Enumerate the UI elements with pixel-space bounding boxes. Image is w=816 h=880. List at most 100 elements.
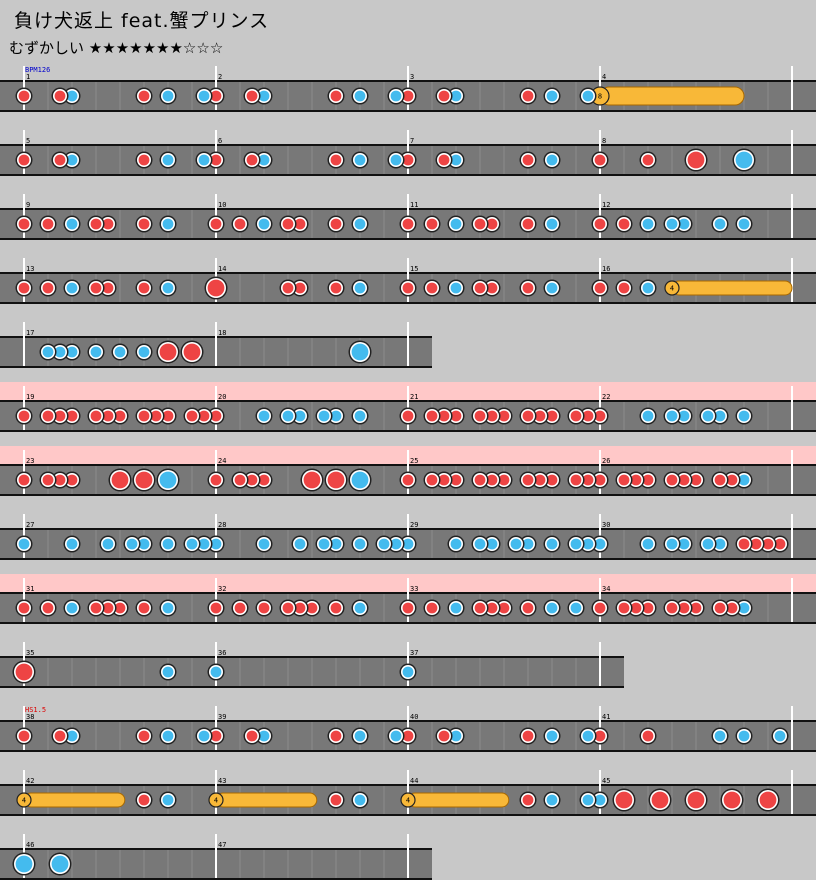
don-note <box>591 599 609 617</box>
note-face <box>678 218 690 230</box>
ka-note <box>447 151 465 169</box>
don-note <box>135 151 153 169</box>
don-note <box>423 279 441 297</box>
ka-note <box>351 791 369 809</box>
don-note <box>615 215 633 233</box>
don-note <box>675 471 693 489</box>
note-face <box>450 218 462 230</box>
note-face <box>210 730 222 742</box>
don-note <box>615 599 633 617</box>
note-face <box>759 791 777 809</box>
don-note <box>627 471 645 489</box>
ka-note <box>63 599 81 617</box>
bar-number: 7 <box>410 137 414 145</box>
ka-note <box>291 407 309 425</box>
note-face <box>522 474 534 486</box>
note-face <box>438 410 450 422</box>
don-note <box>543 471 561 489</box>
don-note <box>207 727 225 745</box>
bar-number: 12 <box>602 201 610 209</box>
note-face <box>594 218 606 230</box>
ka-note <box>159 535 177 553</box>
ka-note <box>675 215 693 233</box>
don-note <box>423 599 441 617</box>
note-face <box>351 343 369 361</box>
don-note <box>483 279 501 297</box>
note-face <box>522 602 534 614</box>
note-face <box>450 90 462 102</box>
don-note <box>135 87 153 105</box>
bar-number: 31 <box>26 585 34 593</box>
don-note <box>591 151 609 169</box>
ka-note <box>387 87 405 105</box>
don-note <box>519 151 537 169</box>
ka-note <box>543 87 561 105</box>
note-face <box>210 410 222 422</box>
note-face <box>66 730 78 742</box>
ka-note <box>351 407 369 425</box>
note-face <box>402 154 414 166</box>
don-note <box>591 279 609 297</box>
note-face <box>18 474 30 486</box>
note-face <box>258 602 270 614</box>
note-face <box>294 410 306 422</box>
note-face <box>42 282 54 294</box>
drumroll-head <box>208 792 224 808</box>
note-face <box>258 474 270 486</box>
don-note <box>51 727 69 745</box>
big-don-note <box>132 468 156 492</box>
note-face <box>522 410 534 422</box>
ka-note <box>351 279 369 297</box>
note-face <box>546 282 558 294</box>
bar-number: 45 <box>602 777 610 785</box>
note-face <box>402 474 414 486</box>
ka-note <box>543 279 561 297</box>
note-face <box>714 218 726 230</box>
note-face <box>618 282 630 294</box>
don-note <box>243 151 261 169</box>
don-note <box>39 215 57 233</box>
don-note <box>327 791 345 809</box>
ka-note <box>195 87 213 105</box>
note-face <box>450 474 462 486</box>
note-face <box>138 90 150 102</box>
note-face <box>330 410 342 422</box>
note-face <box>450 410 462 422</box>
ka-note <box>711 535 729 553</box>
note-face <box>762 538 774 550</box>
ka-note <box>63 727 81 745</box>
don-note <box>519 471 537 489</box>
ka-note <box>399 663 417 681</box>
note-face <box>210 90 222 102</box>
drumroll-count: 4 <box>670 285 674 293</box>
ka-note <box>519 535 537 553</box>
don-note <box>99 279 117 297</box>
note-face <box>162 90 174 102</box>
don-note <box>303 599 321 617</box>
ka-note <box>255 151 273 169</box>
bar-number: 40 <box>410 713 418 721</box>
note-face <box>438 730 450 742</box>
note-face <box>294 282 306 294</box>
bar-number: 29 <box>410 521 418 529</box>
big-ka-note <box>732 148 756 172</box>
note-face <box>486 474 498 486</box>
note-face <box>498 474 510 486</box>
bar-number: 32 <box>218 585 226 593</box>
note-face <box>570 538 582 550</box>
note-face <box>210 602 222 614</box>
note-face <box>618 602 630 614</box>
ka-note <box>351 151 369 169</box>
note-face <box>426 282 438 294</box>
ka-note <box>735 727 753 745</box>
note-face <box>234 602 246 614</box>
note-face <box>354 154 366 166</box>
drumroll-head <box>400 792 416 808</box>
ka-note <box>735 471 753 489</box>
ka-note <box>675 535 693 553</box>
bar-number: 33 <box>410 585 418 593</box>
don-note <box>15 599 33 617</box>
note-face <box>294 538 306 550</box>
ka-note <box>387 535 405 553</box>
note-face <box>402 218 414 230</box>
